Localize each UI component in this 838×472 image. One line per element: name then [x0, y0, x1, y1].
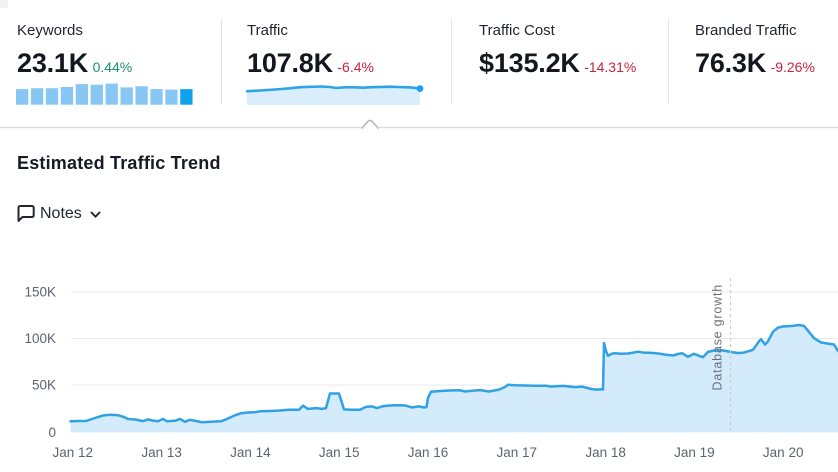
svg-text:Database growth: Database growth [711, 284, 725, 391]
svg-text:Jan 19: Jan 19 [674, 445, 715, 460]
svg-text:Jan 17: Jan 17 [497, 445, 538, 460]
svg-text:Jan 13: Jan 13 [141, 445, 182, 460]
svg-text:100K: 100K [24, 331, 56, 346]
svg-text:Jan 12: Jan 12 [53, 445, 94, 460]
svg-text:0: 0 [48, 425, 56, 440]
svg-text:Jan 20: Jan 20 [763, 445, 804, 460]
svg-text:Jan 15: Jan 15 [319, 445, 360, 460]
svg-text:50K: 50K [32, 378, 56, 393]
svg-text:150K: 150K [24, 285, 56, 300]
svg-text:Jan 18: Jan 18 [585, 445, 626, 460]
svg-text:Jan 16: Jan 16 [408, 445, 449, 460]
svg-text:Jan 14: Jan 14 [230, 445, 271, 460]
